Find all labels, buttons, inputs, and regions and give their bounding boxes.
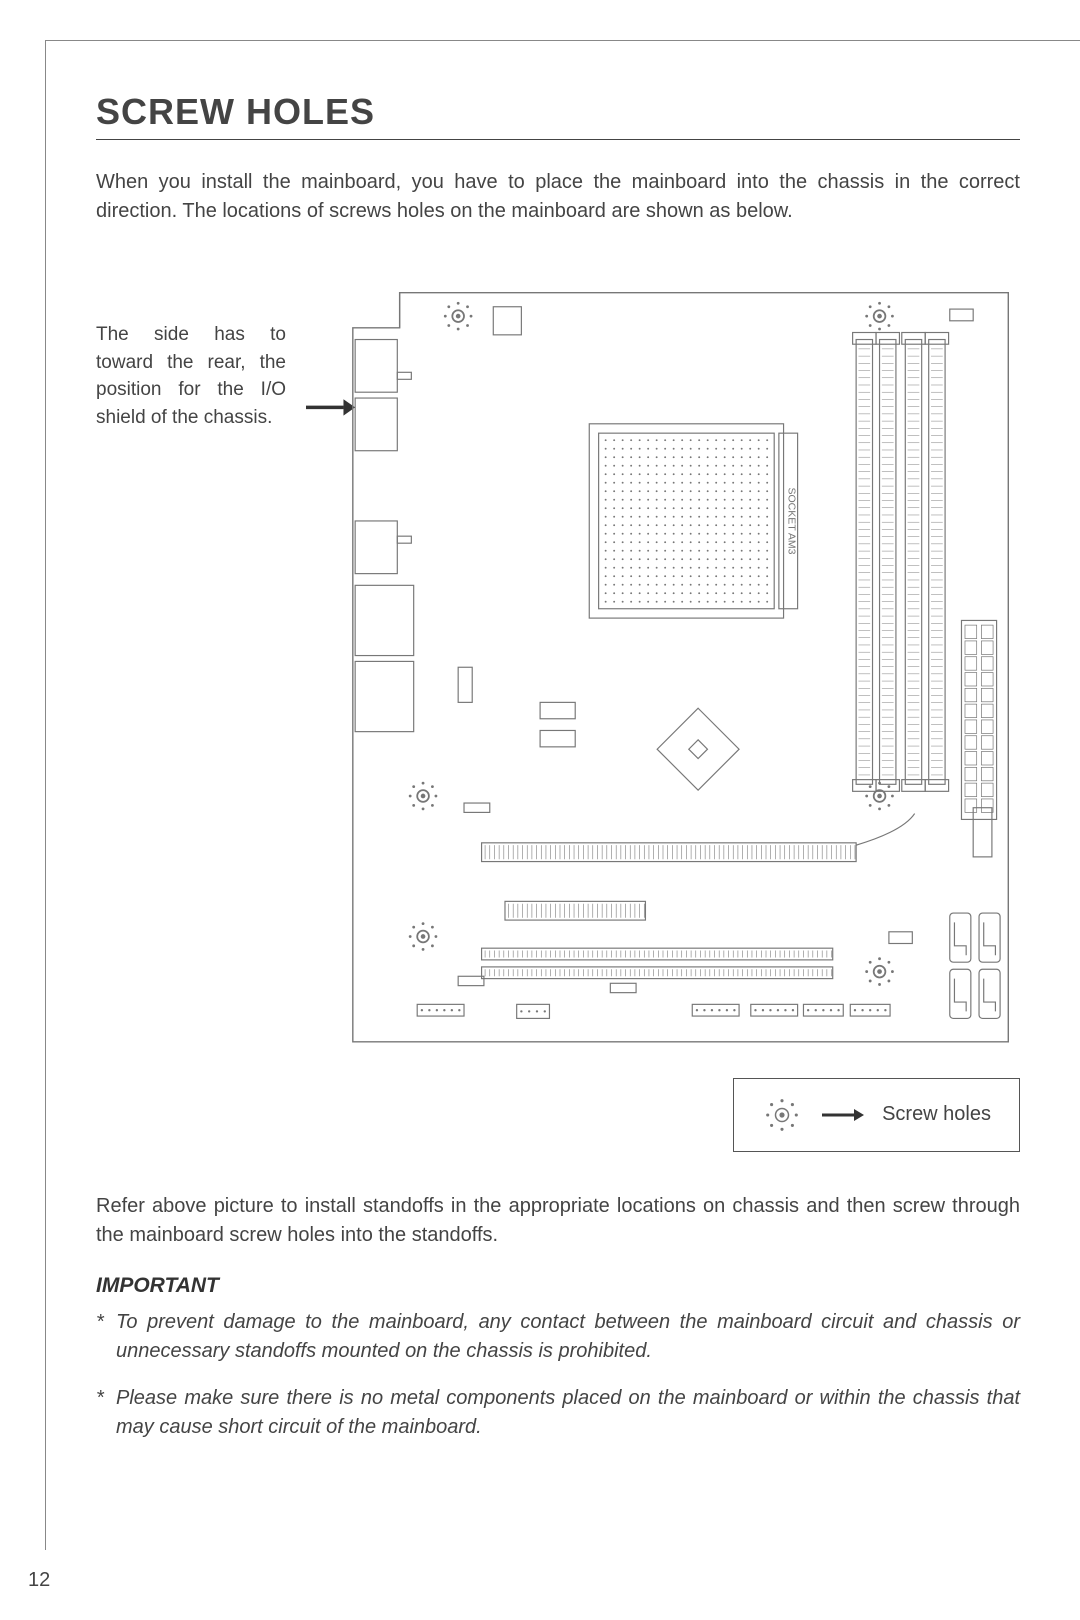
legend-box: Screw holes xyxy=(733,1078,1020,1152)
arrow-icon xyxy=(820,1105,864,1125)
page-number: 12 xyxy=(28,1569,50,1592)
screw-hole-icon xyxy=(762,1095,802,1135)
diagram-row: The side has to toward the rear, the pos… xyxy=(96,281,1020,1048)
intro-paragraph: When you install the mainboard, you have… xyxy=(96,168,1020,226)
mainboard-diagram: SOCKET AM3 xyxy=(306,281,1020,1048)
note-1: * To prevent damage to the mainboard, an… xyxy=(96,1308,1020,1366)
side-note: The side has to toward the rear, the pos… xyxy=(96,281,286,1048)
legend-label: Screw holes xyxy=(882,1103,991,1126)
page-title: SCREW HOLES xyxy=(96,91,1020,140)
page-frame: SCREW HOLES When you install the mainboa… xyxy=(45,40,1080,1550)
asterisk-icon: * xyxy=(96,1384,116,1442)
svg-text:SOCKET AM3: SOCKET AM3 xyxy=(785,487,797,554)
legend-wrap: Screw holes xyxy=(96,1078,1020,1152)
note-text: To prevent damage to the mainboard, any … xyxy=(116,1308,1020,1366)
note-2: * Please make sure there is no metal com… xyxy=(96,1384,1020,1442)
note-text: Please make sure there is no metal compo… xyxy=(116,1384,1020,1442)
asterisk-icon: * xyxy=(96,1308,116,1366)
refer-paragraph: Refer above picture to install standoffs… xyxy=(96,1192,1020,1250)
important-heading: IMPORTANT xyxy=(96,1274,1020,1298)
